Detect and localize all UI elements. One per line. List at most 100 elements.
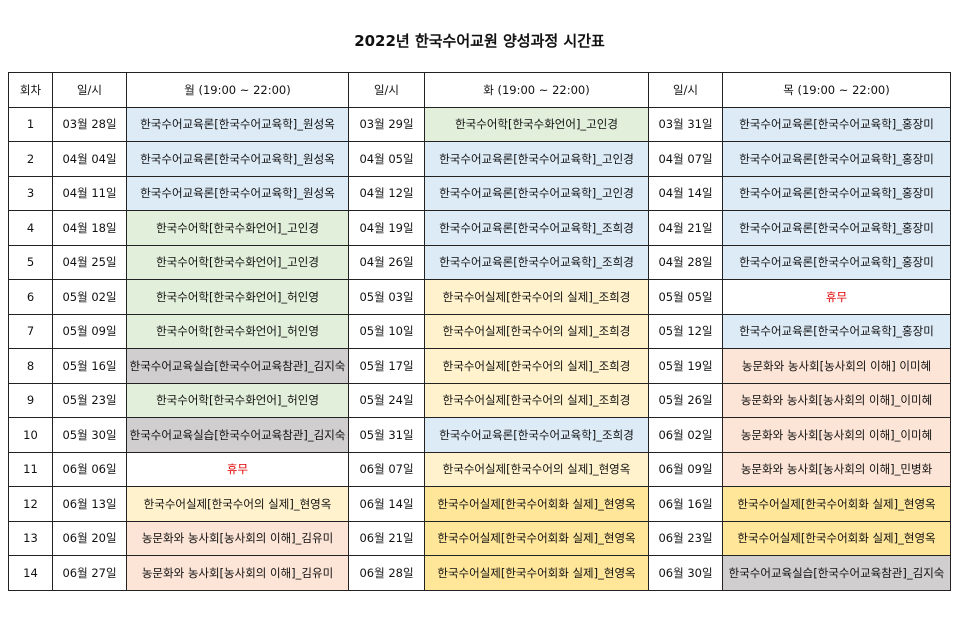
date-cell: 11 bbox=[8, 451, 53, 487]
class-cell: 한국수어교육론[한국수어교육학]_홍장미 bbox=[722, 313, 951, 349]
date-cell: 05월 31일 bbox=[348, 417, 425, 453]
class-cell: 한국수어실제[한국수어의 실제]_현영옥 bbox=[126, 486, 349, 522]
class-cell: 한국수어실제[한국수어의 실제]_조희경 bbox=[424, 313, 649, 349]
date-cell: 13 bbox=[8, 520, 53, 556]
class-cell: 한국수어실제[한국수어의 실제]_조희경 bbox=[424, 348, 649, 384]
class-cell: 한국수어교육실습[한국수어교육참관]_김지숙 bbox=[722, 555, 951, 591]
date-cell: 03월 29일 bbox=[348, 106, 425, 142]
header-cell: 목 (19:00 ~ 22:00) bbox=[722, 72, 951, 108]
class-cell: 한국수어교육론[한국수어교육학]_홍장미 bbox=[722, 244, 951, 280]
table-body: 1 03월 28일 한국수어교육론[한국수어교육학]_원성옥 03월 29일 한국수어학… bbox=[8, 106, 951, 591]
date-cell: 04월 28일 bbox=[648, 244, 723, 280]
class-cell: 한국수어교육론[한국수어교육학]_원성옥 bbox=[126, 106, 349, 142]
class-cell: 농문화와 농사회[농사회의 이해]_김유미 bbox=[126, 520, 349, 556]
date-cell: 05월 16일 bbox=[52, 348, 127, 384]
class-cell: 한국수어실제[한국수어회화 실제]_현영옥 bbox=[424, 486, 649, 522]
date-cell: 06월 13일 bbox=[52, 486, 127, 522]
header-cell: 화 (19:00 ~ 22:00) bbox=[424, 72, 649, 108]
date-cell: 06월 02일 bbox=[648, 417, 723, 453]
class-cell: 한국수어교육론[한국수어교육학]_홍장미 bbox=[722, 175, 951, 211]
table-row: 2 04월 04일 한국수어교육론[한국수어교육학]_원성옥 04월 05일 한국수어교… bbox=[8, 141, 951, 177]
class-cell: 농문화와 농사회[농사회의 이해] 이미혜 bbox=[722, 348, 951, 384]
date-cell: 04월 11일 bbox=[52, 175, 127, 211]
date-cell: 06월 30일 bbox=[648, 555, 723, 591]
date-cell: 06월 07일 bbox=[348, 451, 425, 487]
header-cell: 일/시 bbox=[348, 72, 425, 108]
date-cell: 12 bbox=[8, 486, 53, 522]
table-row: 5 04월 25일 한국수어학[한국수화언어]_고인경 04월 26일 한국수어교육론[… bbox=[8, 244, 951, 280]
date-cell: 1 bbox=[8, 106, 53, 142]
table-row: 11 06월 06일 휴무 06월 07일 한국수어실제[한국수어의 실제]_현영옥 06… bbox=[8, 451, 951, 487]
date-cell: 9 bbox=[8, 382, 53, 418]
class-cell: 한국수어실제[한국수어회화 실제]_현영옥 bbox=[722, 486, 951, 522]
class-cell: 한국수어실제[한국수어회화 실제]_현영옥 bbox=[722, 520, 951, 556]
class-cell: 한국수어교육실습[한국수어교육참관]_김지숙 bbox=[126, 348, 349, 384]
date-cell: 04월 26일 bbox=[348, 244, 425, 280]
date-cell: 04월 18일 bbox=[52, 210, 127, 246]
date-cell: 05월 26일 bbox=[648, 382, 723, 418]
class-cell: 한국수어학[한국수화언어]_허인영 bbox=[126, 279, 349, 315]
date-cell: 05월 23일 bbox=[52, 382, 127, 418]
table-row: 10 05월 30일 한국수어교육실습[한국수어교육참관]_김지숙 05월 31일 한국… bbox=[8, 417, 951, 453]
date-cell: 05월 05일 bbox=[648, 279, 723, 315]
table-row: 7 05월 09일 한국수어학[한국수화언어]_허인영 05월 10일 한국수어실제[한… bbox=[8, 313, 951, 349]
date-cell: 04월 21일 bbox=[648, 210, 723, 246]
date-cell: 04월 05일 bbox=[348, 141, 425, 177]
class-cell: 한국수어교육론[한국수어교육학]_조희경 bbox=[424, 417, 649, 453]
table-row: 14 06월 27일 농문화와 농사회[농사회의 이해]_김유미 06월 28일 한국수… bbox=[8, 555, 951, 591]
date-cell: 04월 04일 bbox=[52, 141, 127, 177]
class-cell: 한국수어실제[한국수어회화 실제]_현영옥 bbox=[424, 555, 649, 591]
class-cell: 한국수어실제[한국수어의 실제]_조희경 bbox=[424, 279, 649, 315]
date-cell: 10 bbox=[8, 417, 53, 453]
date-cell: 05월 10일 bbox=[348, 313, 425, 349]
header-row: 회차 일/시 월 (19:00 ~ 22:00) 일/시 화 (19:00 ~ 22:0… bbox=[8, 72, 951, 108]
date-cell: 05월 19일 bbox=[648, 348, 723, 384]
class-cell: 한국수어교육실습[한국수어교육참관]_김지숙 bbox=[126, 417, 349, 453]
class-cell: 농문화와 농사회[농사회의 이해]_이미혜 bbox=[722, 417, 951, 453]
table-row: 6 05월 02일 한국수어학[한국수화언어]_허인영 05월 03일 한국수어실제[한… bbox=[8, 279, 951, 315]
date-cell: 04월 14일 bbox=[648, 175, 723, 211]
class-cell: 농문화와 농사회[농사회의 이해]_김유미 bbox=[126, 555, 349, 591]
date-cell: 05월 02일 bbox=[52, 279, 127, 315]
class-cell: 농문화와 농사회[농사회의 이해]_이미혜 bbox=[722, 382, 951, 418]
date-cell: 6 bbox=[8, 279, 53, 315]
date-cell: 05월 17일 bbox=[348, 348, 425, 384]
class-cell: 한국수어학[한국수화언어]_고인경 bbox=[126, 210, 349, 246]
date-cell: 06월 09일 bbox=[648, 451, 723, 487]
schedule-table: 회차 일/시 월 (19:00 ~ 22:00) 일/시 화 (19:00 ~ 22:0… bbox=[8, 72, 951, 591]
class-cell: 농문화와 농사회[농사회의 이해]_민병화 bbox=[722, 451, 951, 487]
date-cell: 06월 27일 bbox=[52, 555, 127, 591]
date-cell: 06월 23일 bbox=[648, 520, 723, 556]
class-cell: 한국수어교육론[한국수어교육학]_홍장미 bbox=[722, 210, 951, 246]
class-cell: 한국수어실제[한국수어회화 실제]_현영옥 bbox=[424, 520, 649, 556]
table-row: 9 05월 23일 한국수어학[한국수화언어]_허인영 05월 24일 한국수어실제[한… bbox=[8, 382, 951, 418]
table-row: 4 04월 18일 한국수어학[한국수화언어]_고인경 04월 19일 한국수어교육론[… bbox=[8, 210, 951, 246]
date-cell: 05월 03일 bbox=[348, 279, 425, 315]
header-cell: 일/시 bbox=[52, 72, 127, 108]
date-cell: 7 bbox=[8, 313, 53, 349]
table-row: 13 06월 20일 농문화와 농사회[농사회의 이해]_김유미 06월 21일 한국수… bbox=[8, 520, 951, 556]
header-cell: 일/시 bbox=[648, 72, 723, 108]
date-cell: 5 bbox=[8, 244, 53, 280]
date-cell: 06월 28일 bbox=[348, 555, 425, 591]
class-cell: 한국수어교육론[한국수어교육학]_원성옥 bbox=[126, 175, 349, 211]
date-cell: 04월 07일 bbox=[648, 141, 723, 177]
class-cell: 한국수어실제[한국수어의 실제]_현영옥 bbox=[424, 451, 649, 487]
date-cell: 03월 31일 bbox=[648, 106, 723, 142]
class-cell: 한국수어학[한국수화언어]_고인경 bbox=[424, 106, 649, 142]
date-cell: 05월 09일 bbox=[52, 313, 127, 349]
class-cell: 한국수어교육론[한국수어교육학]_홍장미 bbox=[722, 106, 951, 142]
table-row: 8 05월 16일 한국수어교육실습[한국수어교육참관]_김지숙 05월 17일 한국수… bbox=[8, 348, 951, 384]
date-cell: 04월 25일 bbox=[52, 244, 127, 280]
date-cell: 06월 06일 bbox=[52, 451, 127, 487]
date-cell: 05월 12일 bbox=[648, 313, 723, 349]
date-cell: 05월 24일 bbox=[348, 382, 425, 418]
date-cell: 14 bbox=[8, 555, 53, 591]
class-cell: 휴무 bbox=[722, 279, 951, 315]
date-cell: 2 bbox=[8, 141, 53, 177]
class-cell: 한국수어교육론[한국수어교육학]_고인경 bbox=[424, 141, 649, 177]
date-cell: 04월 12일 bbox=[348, 175, 425, 211]
date-cell: 4 bbox=[8, 210, 53, 246]
class-cell: 한국수어실제[한국수어의 실제]_조희경 bbox=[424, 382, 649, 418]
